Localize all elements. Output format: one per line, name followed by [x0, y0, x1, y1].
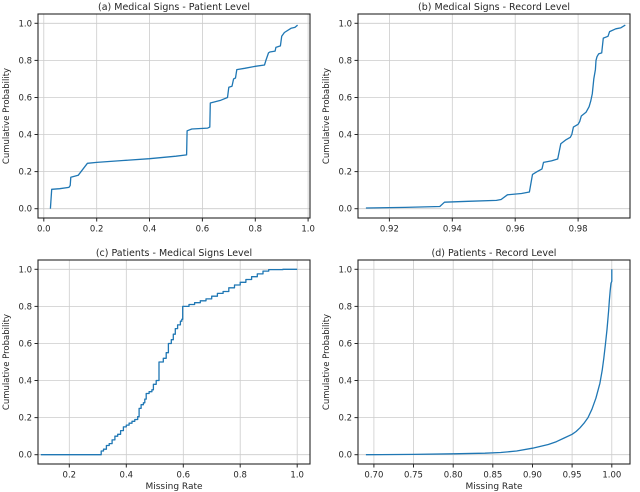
- x-tick-label: 0.8: [249, 225, 263, 235]
- x-tick-label: 0.80: [444, 471, 463, 481]
- y-axis-label: Cumulative Probability: [322, 68, 332, 164]
- x-tick-label: 1.00: [602, 471, 621, 481]
- x-tick-label: 0.92: [380, 225, 399, 235]
- subplot-c-svg: 0.2 0.4 0.6 0.8 1.0 0.0 0.2 0.4 0.6 0.8 1.0 (c) Pat…: [2, 248, 311, 492]
- y-tick-label: 0.8: [338, 56, 352, 66]
- subplot-b-svg: 0.92 0.94 0.96 0.98 0.0 0.2 0.4 0.6 0.8 1.0 (b) Me…: [322, 2, 631, 235]
- subplot-d-svg: 0.70 0.75 0.80 0.85 0.90 0.95 1.00 0.0 0.2 0.4 0.6…: [322, 248, 631, 492]
- x-tick-label: 0.0: [37, 225, 51, 235]
- y-tick-label: 0.0: [338, 205, 352, 215]
- y-tick-label: 1.0: [18, 265, 32, 275]
- y-tick-label: 1.0: [338, 265, 352, 275]
- subplot-title: (c) Patients - Medical Signs Level: [96, 248, 252, 259]
- x-axis-label: Missing Rate: [145, 482, 203, 492]
- x-tick-label: 0.70: [364, 471, 383, 481]
- cdf-line: [49, 24, 299, 209]
- cdf-line: [40, 268, 298, 456]
- plot-border: [37, 259, 311, 465]
- y-tick-label: 0.2: [18, 168, 32, 178]
- subplot-a-svg: 0.0 0.2 0.4 0.6 0.8 1.0 0.0 0.2 0.4 0.6 0.8 1.0 (a) …: [2, 2, 315, 235]
- y-tick-label: 0.0: [18, 205, 32, 215]
- x-tick-label: 0.4: [120, 471, 134, 481]
- x-tick-label: 0.94: [443, 225, 462, 235]
- plot-border: [357, 13, 631, 219]
- y-axis-label: Cumulative Probability: [2, 314, 12, 410]
- y-axis-label: Cumulative Probability: [2, 68, 12, 164]
- y-tick-label: 0.8: [338, 302, 352, 312]
- y-tick-label: 0.2: [18, 414, 32, 424]
- subplot-b-container: 0.92 0.94 0.96 0.98 0.0 0.2 0.4 0.6 0.8 1.0 (b) Me…: [320, 0, 640, 246]
- x-tick-label: 0.90: [523, 471, 542, 481]
- x-tick-label: 0.98: [569, 225, 588, 235]
- y-tick-label: 1.0: [338, 19, 352, 29]
- x-tick-label: 0.85: [483, 471, 502, 481]
- plot-border: [357, 259, 631, 465]
- x-tick-label: 0.8: [233, 471, 247, 481]
- y-tick-label: 0.6: [18, 94, 32, 104]
- x-tick-label: 1.0: [290, 471, 304, 481]
- y-tick-label: 0.4: [338, 377, 352, 387]
- y-tick-label: 0.8: [18, 56, 32, 66]
- cdf-line: [365, 24, 626, 209]
- y-tick-label: 0.6: [338, 340, 352, 350]
- x-axis-label: Missing Rate: [465, 482, 523, 492]
- x-tick-label: 0.2: [63, 471, 77, 481]
- x-tick-label: 0.75: [404, 471, 423, 481]
- y-tick-label: 0.2: [338, 168, 352, 178]
- subplot-title: (d) Patients - Record Level: [432, 248, 557, 259]
- y-tick-label: 0.8: [18, 302, 32, 312]
- y-tick-label: 0.2: [338, 414, 352, 424]
- x-tick-label: 1.0: [301, 225, 315, 235]
- x-tick-label: 0.6: [196, 225, 210, 235]
- subplot-title: (b) Medical Signs - Record Level: [418, 2, 570, 13]
- subplot-c-container: 0.2 0.4 0.6 0.8 1.0 0.0 0.2 0.4 0.6 0.8 1.0 (c) Pat…: [0, 246, 320, 492]
- y-tick-label: 0.4: [338, 131, 352, 141]
- y-tick-label: 0.6: [18, 340, 32, 350]
- subplot-title: (a) Medical Signs - Patient Level: [98, 2, 250, 13]
- x-tick-label: 0.4: [143, 225, 157, 235]
- y-tick-label: 1.0: [18, 19, 32, 29]
- subplot-a-container: 0.0 0.2 0.4 0.6 0.8 1.0 0.0 0.2 0.4 0.6 0.8 1.0 (a) …: [0, 0, 320, 246]
- y-axis-label: Cumulative Probability: [322, 314, 332, 410]
- cdf-line: [365, 269, 613, 456]
- plot-border: [37, 13, 311, 219]
- x-tick-label: 0.6: [177, 471, 191, 481]
- y-tick-label: 0.4: [18, 377, 32, 387]
- x-tick-label: 0.96: [506, 225, 525, 235]
- y-tick-label: 0.0: [338, 451, 352, 461]
- subplot-d-container: 0.70 0.75 0.80 0.85 0.90 0.95 1.00 0.0 0.2 0.4 0.6…: [320, 246, 640, 492]
- x-tick-label: 0.2: [90, 225, 104, 235]
- y-tick-label: 0.6: [338, 94, 352, 104]
- x-tick-label: 0.95: [563, 471, 582, 481]
- y-tick-label: 0.0: [18, 451, 32, 461]
- y-tick-label: 0.4: [18, 131, 32, 141]
